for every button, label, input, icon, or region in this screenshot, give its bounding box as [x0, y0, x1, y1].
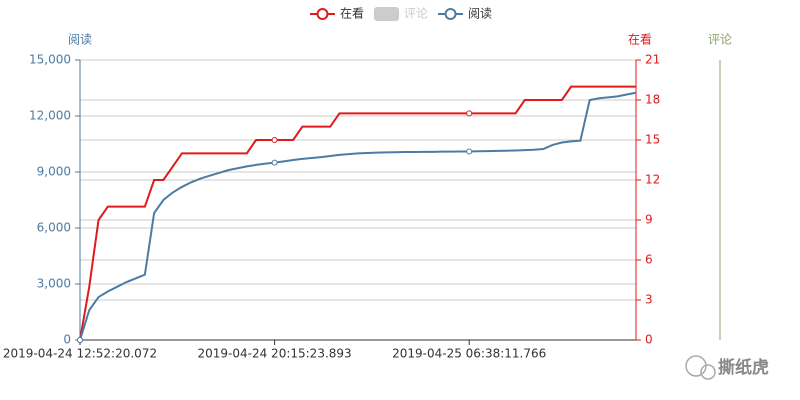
y2-tick-label: 6: [645, 253, 653, 267]
y2-tick-label: 12: [645, 173, 660, 187]
y2-tick-label: 21: [645, 53, 660, 67]
watermark: 撕纸虎: [685, 355, 769, 380]
y-tick-label: 9,000: [37, 165, 71, 179]
y-tick-label: 6,000: [37, 221, 71, 235]
x-tick-label: 2019-04-24 12:52:20.072: [3, 347, 157, 361]
legend-swatch: [316, 8, 329, 20]
x-tick-label: 2019-04-24 20:15:23.893: [198, 347, 352, 361]
legend-swatch: [444, 8, 457, 20]
point-marker: [271, 159, 278, 166]
legend-label: 在看: [340, 7, 364, 21]
y2-tick-label: 9: [645, 213, 653, 227]
y-tick-label: 0: [63, 333, 71, 347]
legend-label: 评论: [404, 7, 428, 21]
legend-swatch: [374, 7, 400, 21]
y-tick-label: 15,000: [29, 53, 71, 67]
x-tick-label: 2019-04-25 06:38:11.766: [392, 347, 546, 361]
watermark-icon: [685, 355, 707, 377]
y-axis-title: 阅读: [68, 33, 92, 47]
watermark-text: 撕纸虎: [718, 357, 769, 378]
watermark-icon: [700, 364, 716, 380]
y2-tick-label: 3: [645, 293, 653, 307]
y-tick-label: 12,000: [29, 109, 71, 123]
y-tick-label: 3,000: [37, 277, 71, 291]
y2-tick-label: 15: [645, 133, 660, 147]
legend: 在看 评论 阅读: [310, 7, 492, 21]
y2-axis-title: 在看: [628, 33, 652, 47]
point-marker: [466, 110, 473, 117]
y2-tick-label: 18: [645, 93, 660, 107]
y2-tick-label: 0: [645, 333, 653, 347]
point-marker: [466, 148, 473, 155]
point-marker: [77, 337, 83, 343]
y3-axis-title: 评论: [708, 33, 732, 47]
point-marker: [271, 137, 278, 143]
series-line: [79, 91, 637, 341]
legend-label: 阅读: [468, 7, 492, 21]
series-line: [79, 85, 636, 341]
